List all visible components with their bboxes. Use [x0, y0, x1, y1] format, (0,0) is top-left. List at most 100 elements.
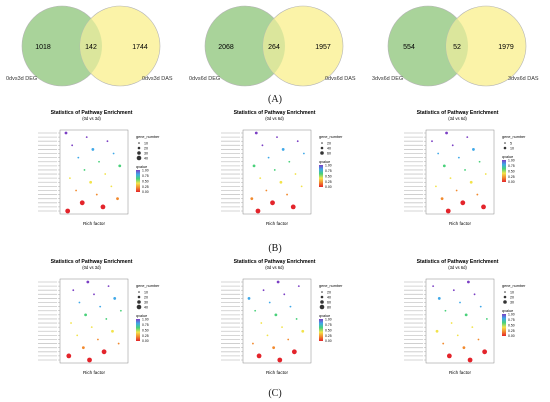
bubble-point: [71, 144, 74, 147]
bubble-point: [288, 160, 291, 163]
bubble-point: [472, 148, 475, 151]
legend-color-label: 0.75: [508, 318, 515, 322]
bubble-point: [112, 152, 115, 155]
x-axis-label: Rich factor: [449, 221, 471, 226]
bubble-point: [445, 208, 451, 214]
bubble-point: [467, 280, 470, 284]
bubble-point: [289, 305, 292, 308]
legend-color-label: 0.25: [508, 329, 515, 333]
legend-size-label: 20: [510, 295, 514, 299]
legend-colorbar: [502, 160, 506, 182]
chart-title: Statistics of Pathway Enrichment: [417, 259, 499, 265]
legend-color-label: 0.00: [325, 185, 332, 189]
bubble-point: [105, 318, 108, 320]
bubble-point: [110, 185, 113, 188]
legend-size-label: 40: [327, 295, 331, 299]
legend-color-label: 0.00: [142, 190, 149, 194]
bubble-point: [449, 177, 452, 180]
bubble-point: [437, 297, 441, 300]
bubble-point: [83, 169, 86, 171]
bubble-point: [452, 289, 455, 292]
legend-colorbar: [136, 170, 140, 192]
venn-diagram-0dvs3d: 1018 142 1744 0dvs3d DEG 0dvs3d DAS: [0, 0, 183, 92]
legend-color-title: qvalue: [502, 309, 513, 313]
legend-size-swatch: [320, 146, 324, 150]
bubble-point: [482, 349, 488, 355]
bubble-point: [279, 180, 283, 184]
legend-color-label: 0.25: [325, 180, 332, 184]
bubble-point: [87, 357, 92, 363]
legend-size-label: 20: [327, 141, 331, 145]
chart-subtitle: (0d vs 6d): [265, 116, 284, 121]
legend-size-label: 40: [144, 305, 148, 309]
chart-title: Statistics of Pathway Enrichment: [51, 259, 133, 265]
legend-size-label: 30: [144, 300, 148, 304]
bubble-point: [79, 200, 85, 206]
venn-left-count: 1018: [35, 44, 51, 51]
legend-size-swatch: [503, 295, 507, 299]
bubble-point: [91, 148, 95, 151]
legend-size-swatch: [137, 151, 141, 155]
bubble-point: [260, 322, 263, 324]
bubble-point: [485, 318, 488, 320]
bubble-point: [481, 204, 486, 210]
bubble-point: [437, 152, 440, 155]
bubble-point: [276, 136, 278, 139]
bubble-point: [445, 131, 448, 135]
plot-area: [242, 278, 312, 364]
bubble-point: [111, 329, 114, 333]
legend-color-label: 1.00: [142, 317, 149, 321]
venn-overlap-count: 52: [453, 44, 461, 51]
bubble-point: [295, 318, 298, 320]
bubble-point: [77, 156, 80, 159]
legend-color-label: 1.00: [325, 317, 332, 321]
bubble-point: [440, 197, 444, 201]
legend-size-label: 5: [510, 141, 512, 145]
bubble-point: [484, 173, 487, 175]
legend-color-title: qvalue: [319, 160, 330, 164]
legend-size-label: 60: [327, 151, 331, 155]
plot-area: [59, 129, 129, 215]
bubble-point: [432, 285, 435, 288]
bubble-point: [446, 353, 452, 359]
legend-color-label: 0.25: [325, 334, 332, 338]
legend-size-label: 20: [144, 146, 148, 150]
bubble-point: [256, 353, 262, 359]
chart-subtitle: (3d vs 6d): [448, 265, 467, 270]
x-axis-label: Rich factor: [266, 370, 288, 375]
bubble-point: [294, 173, 297, 175]
bubble-point: [76, 334, 79, 337]
legend-size-swatch: [137, 300, 141, 304]
legend-color-label: 0.00: [325, 339, 332, 343]
panel-label-b: (B): [268, 243, 282, 254]
plot-area: [425, 278, 495, 364]
bubble-point: [276, 280, 280, 284]
bubble-point: [301, 329, 305, 333]
bubble-point: [471, 326, 474, 329]
chart-subtitle: (3d vs 6d): [448, 116, 467, 121]
legend-color-label: 1.00: [508, 158, 515, 162]
bubble-point: [451, 144, 454, 147]
bubble-point: [254, 309, 257, 312]
bubble-point: [444, 309, 447, 312]
chart-subtitle: (0d vs 3d): [82, 116, 101, 121]
bubble-point: [459, 301, 461, 304]
bubble-point: [113, 297, 117, 300]
bubble-point: [283, 293, 286, 296]
bubble-point: [467, 357, 473, 363]
venn-right-count: 1957: [315, 44, 331, 51]
bubble-point: [64, 131, 68, 135]
legend-color-label: 1.00: [325, 163, 332, 167]
bubble-point: [261, 144, 264, 147]
bubble-point: [93, 293, 95, 296]
legend-size-title: gene_number: [136, 135, 160, 139]
bubble-chart-c1: Statistics of Pathway Enrichment (0d vs 3…: [0, 255, 183, 379]
legend-color-label: 0.00: [508, 334, 515, 338]
bubble-point: [266, 334, 269, 337]
bubble-point: [98, 160, 100, 163]
legend-color-label: 0.75: [142, 174, 149, 178]
bubble-point: [95, 193, 98, 196]
bubble-point: [99, 305, 102, 308]
bubble-point: [85, 136, 88, 139]
panel-label-c: (C): [268, 388, 282, 399]
